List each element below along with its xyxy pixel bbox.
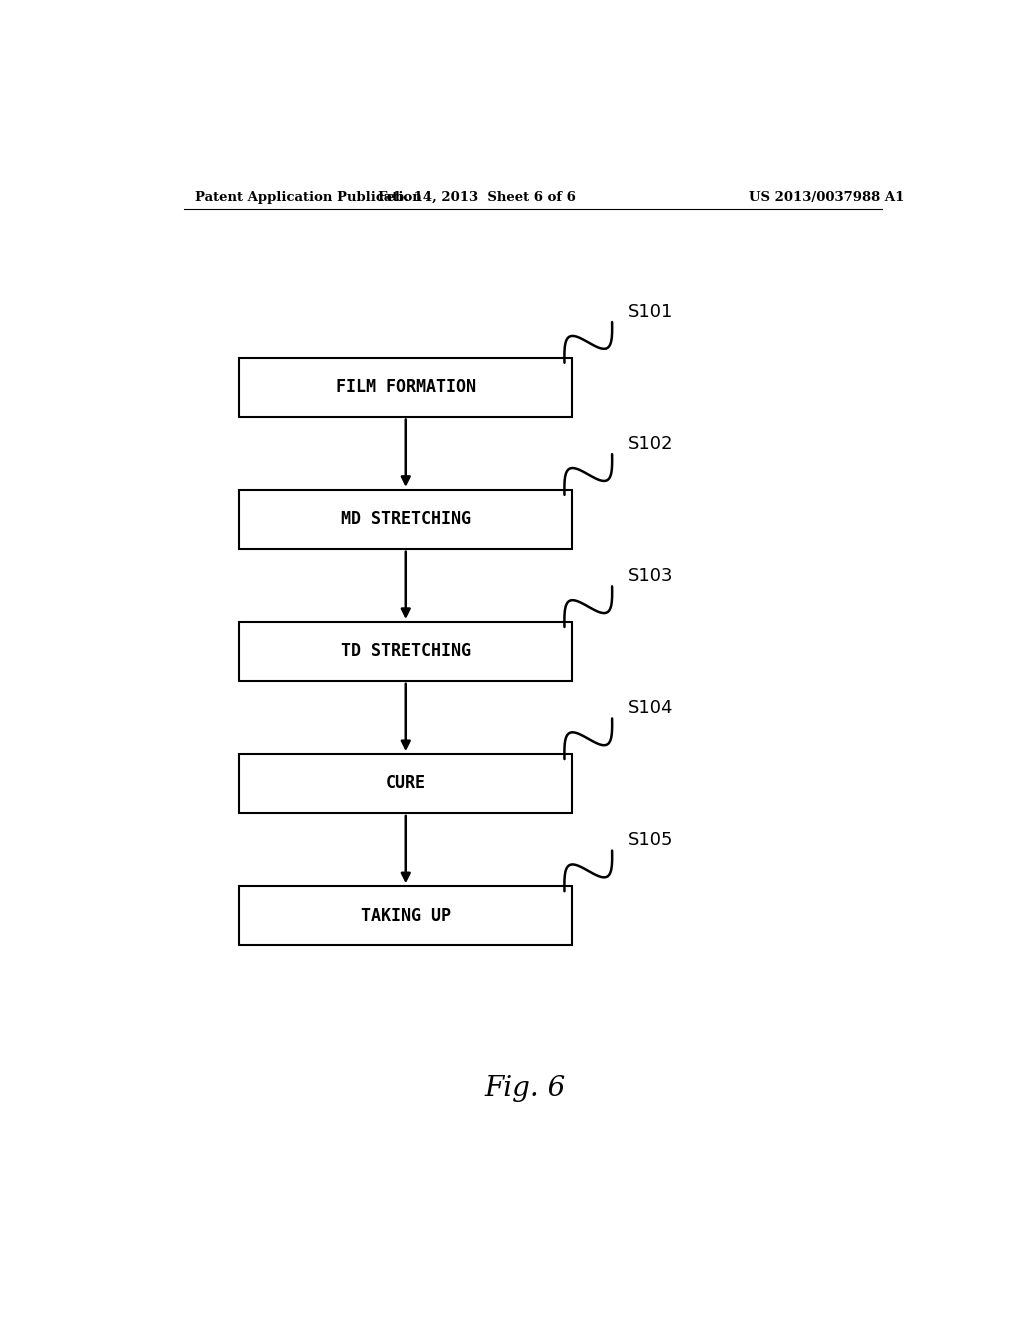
- Text: Feb. 14, 2013  Sheet 6 of 6: Feb. 14, 2013 Sheet 6 of 6: [378, 190, 577, 203]
- Text: S105: S105: [628, 832, 674, 849]
- Text: CURE: CURE: [386, 775, 426, 792]
- Text: Fig. 6: Fig. 6: [484, 1074, 565, 1102]
- Text: S103: S103: [628, 568, 674, 585]
- Text: S101: S101: [628, 302, 674, 321]
- Text: Patent Application Publication: Patent Application Publication: [196, 190, 422, 203]
- Text: US 2013/0037988 A1: US 2013/0037988 A1: [749, 190, 904, 203]
- Bar: [239, 886, 572, 945]
- Text: S104: S104: [628, 700, 674, 717]
- Text: TAKING UP: TAKING UP: [360, 907, 451, 924]
- Text: MD STRETCHING: MD STRETCHING: [341, 511, 471, 528]
- Text: TD STRETCHING: TD STRETCHING: [341, 643, 471, 660]
- Bar: [239, 490, 572, 549]
- Bar: [239, 754, 572, 813]
- Bar: [239, 358, 572, 417]
- Text: S102: S102: [628, 436, 674, 453]
- Bar: [239, 622, 572, 681]
- Text: FILM FORMATION: FILM FORMATION: [336, 378, 476, 396]
